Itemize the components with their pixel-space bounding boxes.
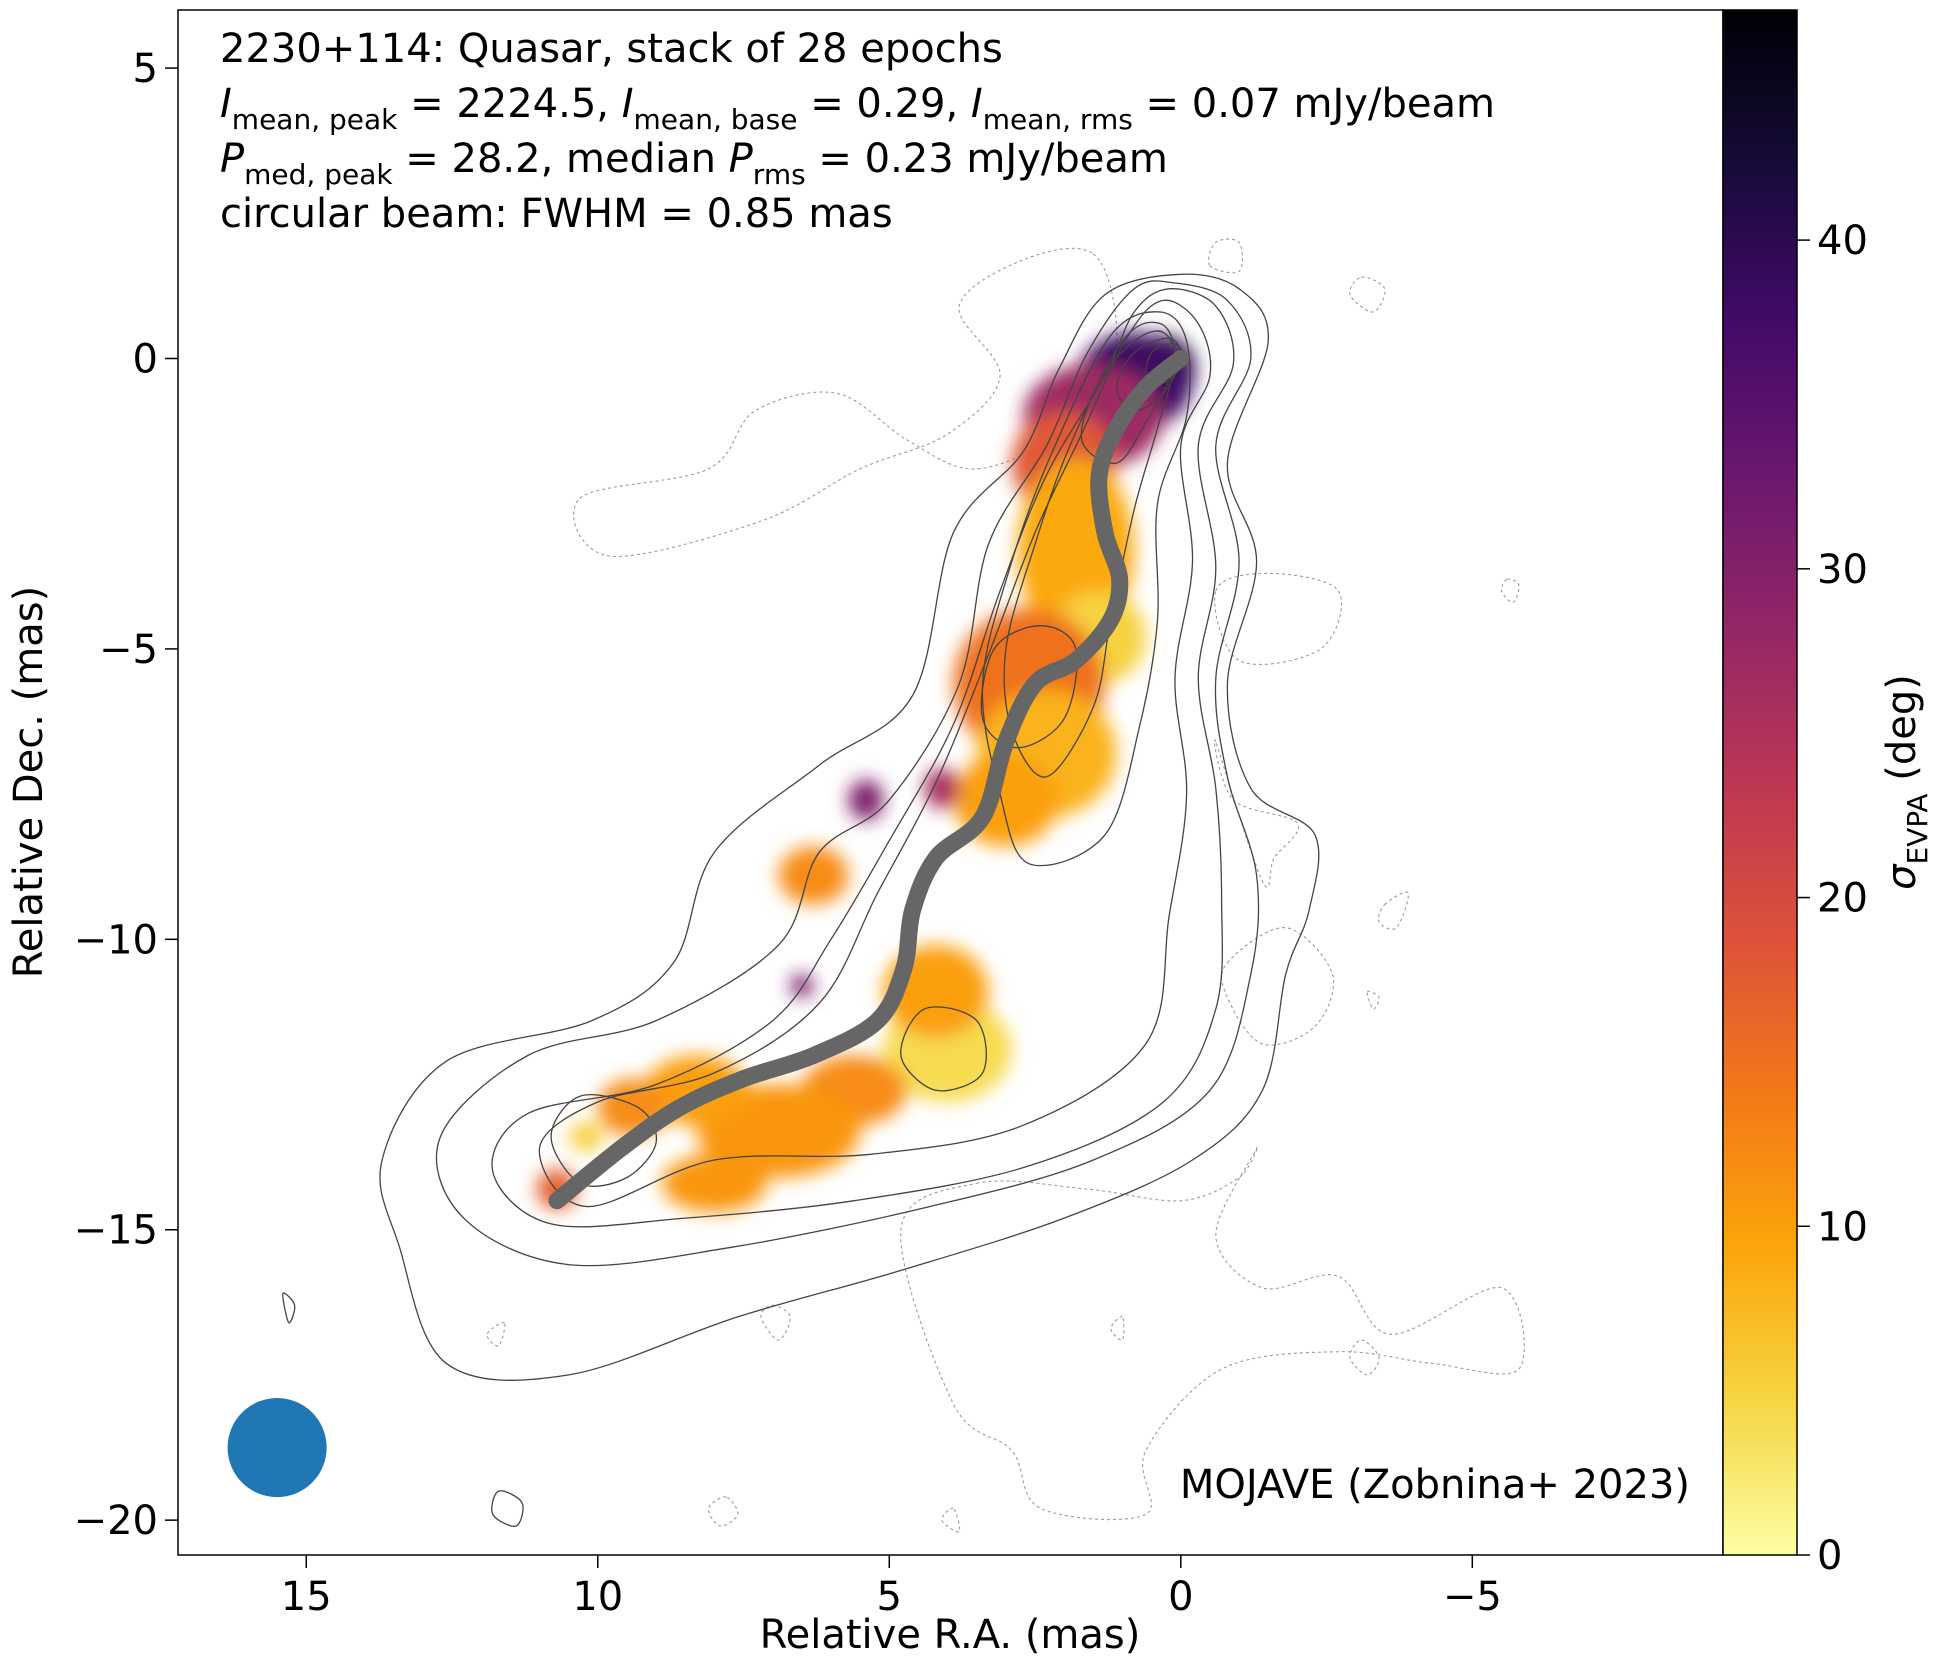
plot-area <box>227 238 1525 1533</box>
intensity-contour <box>900 1006 987 1092</box>
y-tick-label: −15 <box>74 1208 158 1254</box>
sigma-patch <box>778 846 849 905</box>
y-tick-label: 0 <box>133 336 158 382</box>
x-axis-label: Relative R.A. (mas) <box>760 1612 1141 1658</box>
beam-ellipse <box>227 1397 327 1498</box>
y-tick-label: −20 <box>74 1498 158 1544</box>
intensity-contour <box>1003 321 1176 778</box>
sigma-patch <box>568 1122 604 1152</box>
colorbar-ticks: 0 10 20 30 40 <box>1797 218 1868 1579</box>
intensity-contour <box>491 288 1235 1228</box>
negative-contour <box>941 1507 961 1533</box>
colorbar-tick-label: 20 <box>1817 876 1868 922</box>
intensity-contour <box>436 280 1260 1267</box>
colorbar-label: σEVPA (deg) <box>1879 674 1934 890</box>
negative-contour <box>760 1304 791 1341</box>
contours-solid <box>282 273 1320 1527</box>
x-tick-label: 0 <box>1168 1574 1193 1620</box>
y-axis-ticks: 5 0 −5 −10 −15 −20 <box>74 46 178 1544</box>
y-axis-label: Relative Dec. (mas) <box>6 586 52 978</box>
y-tick-label: −10 <box>74 917 158 963</box>
sigma-patch <box>790 974 814 998</box>
colorbar-tick-label: 40 <box>1817 218 1868 264</box>
intensity-contour <box>538 299 1212 1208</box>
x-tick-label: 5 <box>877 1574 902 1620</box>
title-line-2: Imean, peak = 2224.5, Imean, base = 0.29… <box>220 81 1495 136</box>
negative-contour <box>1500 578 1520 603</box>
negative-contour <box>1207 238 1243 274</box>
title-line-4: circular beam: FWHM = 0.85 mas <box>220 191 893 237</box>
negative-contour <box>1110 1316 1125 1341</box>
x-tick-label: 15 <box>281 1574 332 1620</box>
x-axis-ticks: 15 10 5 0 −5 <box>281 1555 1502 1620</box>
sigma-patch <box>924 767 960 809</box>
title-line-3: Pmed, peak = 28.2, median Prms = 0.23 mJ… <box>220 136 1168 191</box>
negative-contour <box>1349 276 1386 313</box>
intensity-contour <box>980 625 1078 749</box>
title-line-1: 2230+114: Quasar, stack of 28 epochs <box>220 26 1003 72</box>
negative-contour <box>486 1321 506 1347</box>
jet-ridgeline <box>548 350 1190 1210</box>
colorbar-tick-label: 10 <box>1817 1204 1868 1250</box>
negative-contour <box>1213 739 1300 888</box>
colorbar: 0 10 20 30 40 σEVPA (deg) <box>1722 9 1934 1579</box>
y-tick-label: −5 <box>99 627 158 673</box>
colorbar-tick-label: 30 <box>1817 547 1868 593</box>
sigma-patch <box>661 1154 767 1213</box>
intensity-contour <box>282 1292 296 1324</box>
colorbar-tick-label: 0 <box>1817 1533 1842 1579</box>
negative-contour <box>1349 1339 1380 1376</box>
negative-contour <box>1221 927 1335 1046</box>
negative-contour <box>900 1145 1525 1521</box>
y-tick-label: 5 <box>133 46 158 92</box>
negative-contour <box>1366 990 1380 1010</box>
x-tick-label: 10 <box>572 1574 623 1620</box>
x-tick-label: −5 <box>1443 1574 1502 1620</box>
sigma-patch <box>848 779 884 821</box>
colorbar-gradient <box>1722 9 1798 1556</box>
intensity-contour <box>491 1490 524 1527</box>
intensity-contour <box>981 311 1191 867</box>
negative-contour <box>707 1496 739 1527</box>
title-block: 2230+114: Quasar, stack of 28 epochs Ime… <box>220 26 1495 237</box>
credit-label: MOJAVE (Zobnina+ 2023) <box>1180 1462 1690 1508</box>
intensity-contour <box>379 273 1320 1381</box>
